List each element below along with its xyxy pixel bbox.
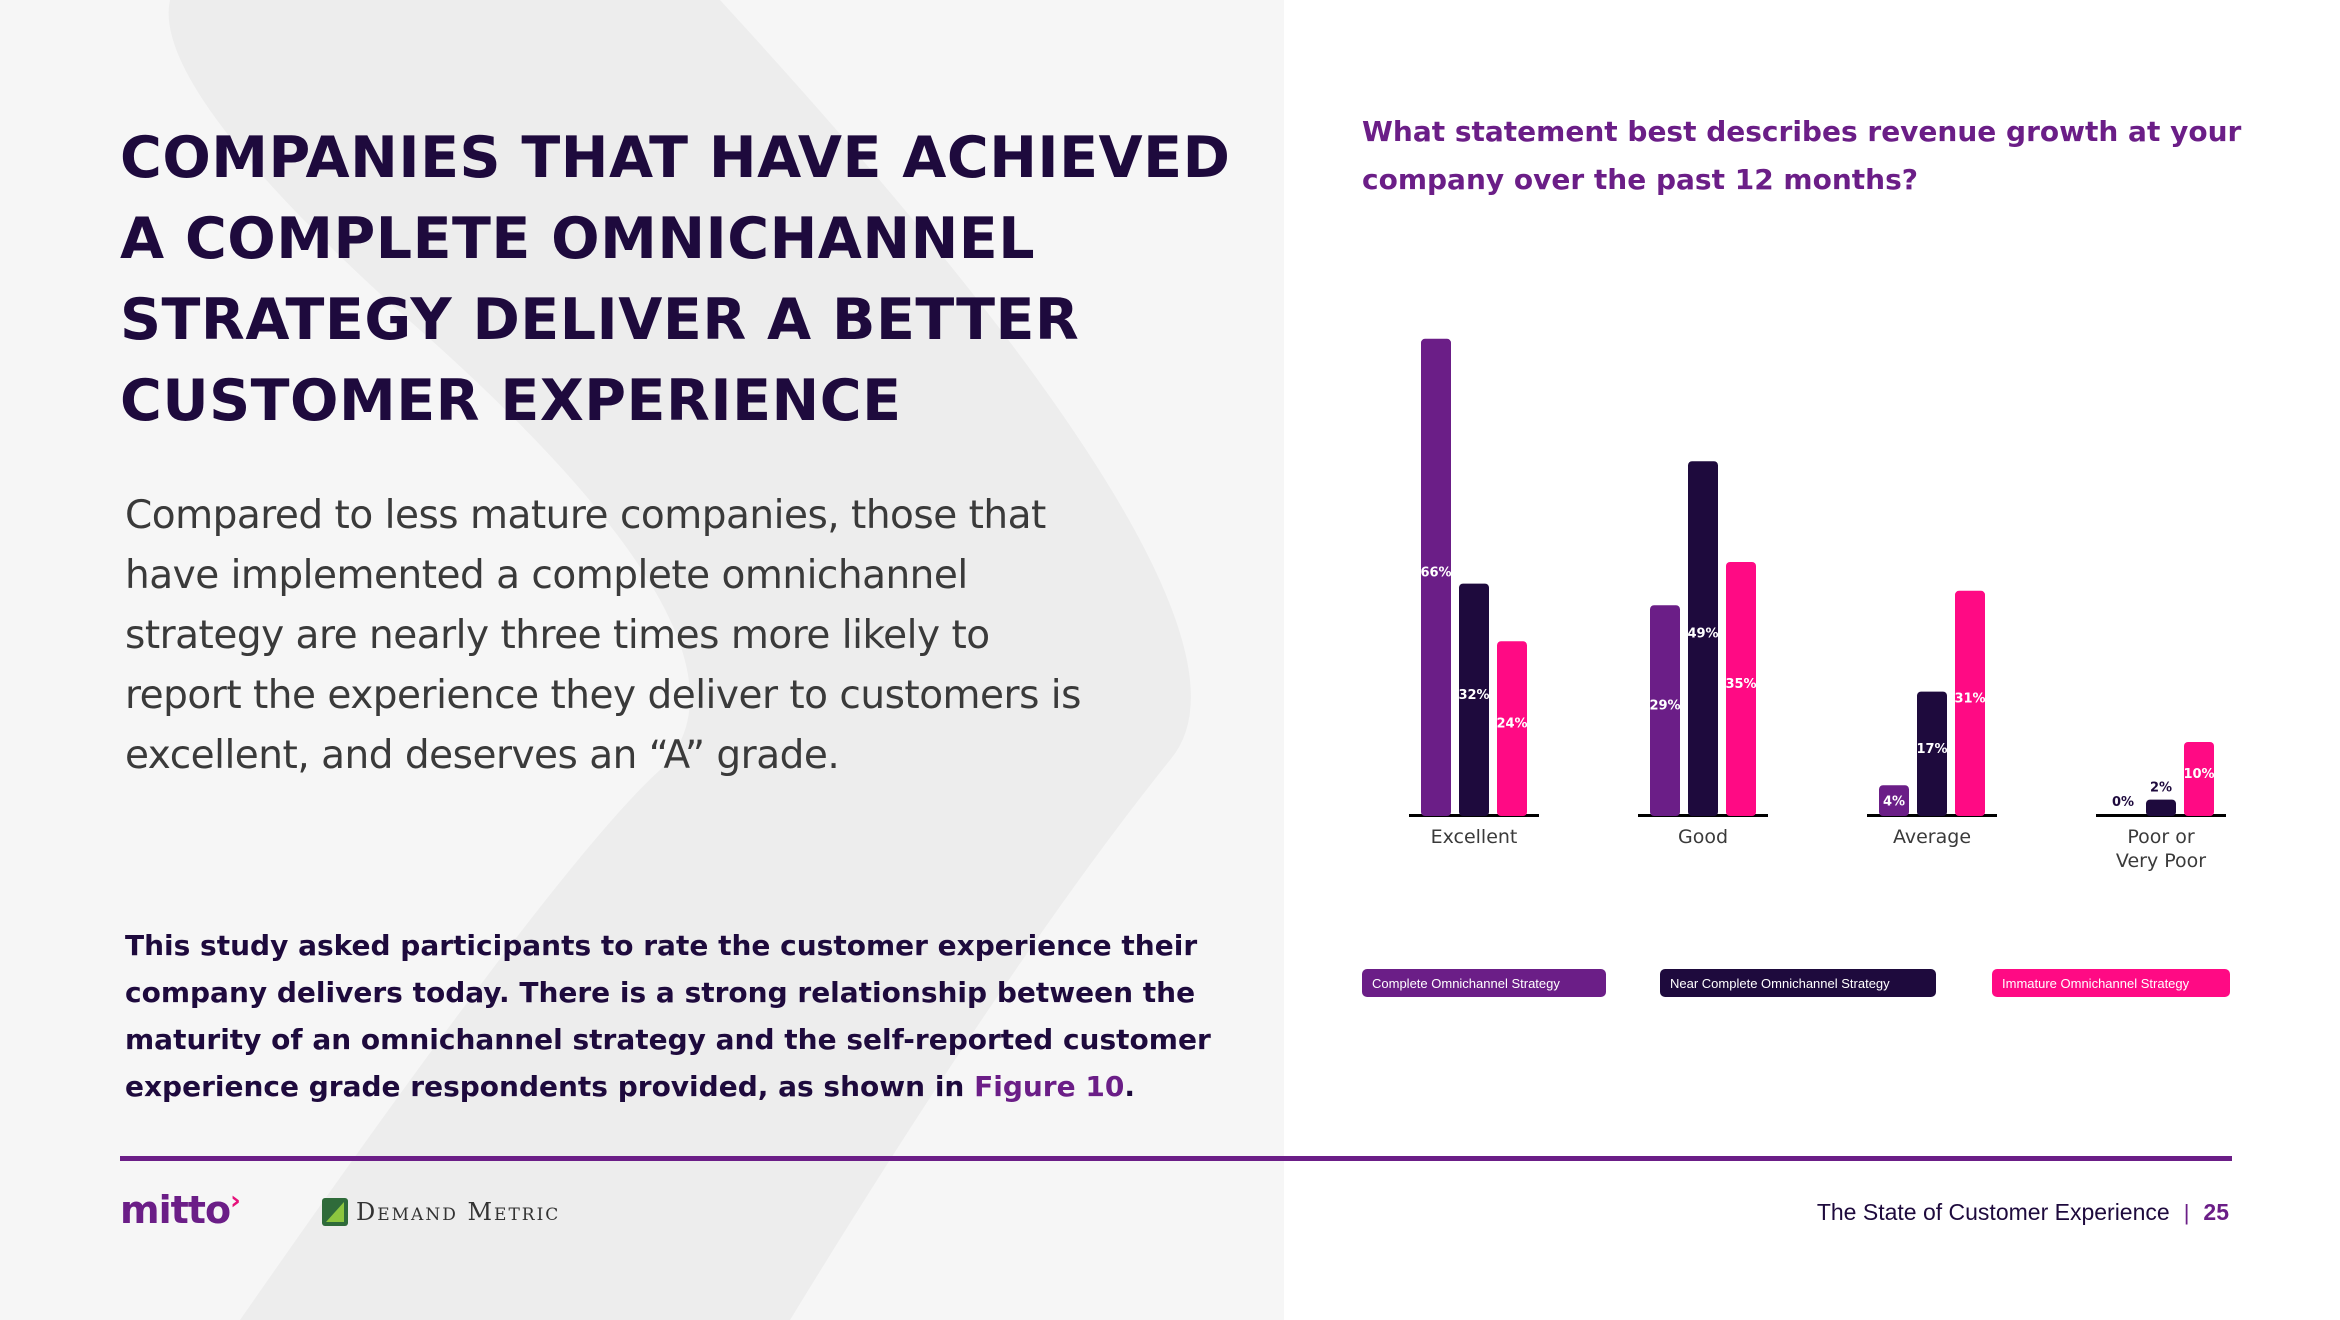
bar-value-label: 66% xyxy=(1420,565,1451,580)
headline-line: A COMPLETE OMNICHANNEL xyxy=(120,206,1036,272)
left-panel xyxy=(0,0,1284,1320)
page-title: COMPANIES THAT HAVE ACHIEVED A COMPLETE … xyxy=(120,118,1240,442)
figure-10-link[interactable]: Figure 10 xyxy=(974,1070,1125,1103)
report-title: The State of Customer Experience xyxy=(1816,1199,2170,1225)
bar-value-label: 49% xyxy=(1687,627,1718,642)
bar xyxy=(1650,605,1680,816)
bar xyxy=(1917,691,1947,816)
bar-value-label: 24% xyxy=(1496,717,1527,732)
study-paragraph: This study asked participants to rate th… xyxy=(125,922,1245,1110)
bar-value-label: 2% xyxy=(2150,781,2172,796)
chart-title-line: company over the past 12 months? xyxy=(1362,163,1918,196)
bar-value-label: 32% xyxy=(1458,688,1489,703)
decorative-chevron-shape xyxy=(0,0,1284,1320)
intro-line: strategy are nearly three times more lik… xyxy=(125,613,990,658)
category-label: Good xyxy=(1678,826,1728,848)
footer-report-info: The State of Customer Experience | 25 xyxy=(1817,1199,2229,1226)
intro-paragraph: Compared to less mature companies, those… xyxy=(125,486,1125,786)
bar xyxy=(1459,583,1489,816)
chart-title: What statement best describes revenue gr… xyxy=(1362,108,2242,204)
bar xyxy=(1421,338,1451,816)
bar-value-label: 0% xyxy=(2112,795,2134,810)
bar-value-label: 31% xyxy=(1954,691,1985,706)
mitto-chevron-icon: › xyxy=(230,1186,241,1216)
demand-metric-logo: Demand Metric xyxy=(322,1198,560,1226)
headline-line: CUSTOMER EXPERIENCE xyxy=(120,368,902,434)
footer-divider xyxy=(120,1156,2232,1161)
category-label: Excellent xyxy=(1431,826,1518,848)
bar-value-label: 17% xyxy=(1916,742,1947,757)
study-line: maturity of an omnichannel strategy and … xyxy=(125,1023,1211,1056)
category-label: Poor or xyxy=(2127,826,2195,848)
mitto-logo: mitto› xyxy=(120,1186,241,1232)
intro-line: excellent, and deserves an “A” grade. xyxy=(125,733,840,778)
demand-metric-mark-icon xyxy=(322,1198,348,1226)
intro-line: report the experience they deliver to cu… xyxy=(125,673,1081,718)
bar-value-label: 10% xyxy=(2183,767,2214,782)
headline-line: STRATEGY DELIVER A BETTER xyxy=(120,287,1080,353)
legend-item: Immature Omnichannel Strategy xyxy=(1992,969,2230,997)
legend-item: Near Complete Omnichannel Strategy xyxy=(1660,969,1936,997)
demand-metric-name: Demand Metric xyxy=(356,1198,561,1226)
bar xyxy=(1726,562,1756,816)
mitto-logo-text: mitto xyxy=(120,1188,231,1232)
study-line-last: experience grade respondents provided, a… xyxy=(125,1063,1245,1110)
bar xyxy=(1879,785,1909,816)
bar-value-label: 4% xyxy=(1883,795,1905,810)
page-number: 25 xyxy=(2203,1199,2229,1225)
study-line: company delivers today. There is a stron… xyxy=(125,976,1196,1009)
legend-item: Complete Omnichannel Strategy xyxy=(1362,969,1606,997)
bar xyxy=(1497,641,1527,816)
category-label: Very Poor xyxy=(2116,850,2206,872)
bar-value-label: 29% xyxy=(1649,699,1680,714)
study-line: This study asked participants to rate th… xyxy=(125,929,1198,962)
study-line-suffix: . xyxy=(1124,1070,1135,1103)
study-line-prefix: experience grade respondents provided, a… xyxy=(125,1070,975,1103)
chart-title-line: What statement best describes revenue gr… xyxy=(1362,115,2242,148)
bar xyxy=(1955,590,1985,816)
bar-value-label: 35% xyxy=(1725,677,1756,692)
footer-separator: | xyxy=(2183,1199,2190,1225)
bar xyxy=(2184,742,2214,816)
headline-line: COMPANIES THAT HAVE ACHIEVED xyxy=(120,125,1231,191)
bar xyxy=(1688,461,1718,816)
intro-line: Compared to less mature companies, those… xyxy=(125,493,1046,538)
intro-line: have implemented a complete omnichannel xyxy=(125,553,968,598)
category-label: Average xyxy=(1893,826,1971,848)
bar xyxy=(2146,799,2176,816)
